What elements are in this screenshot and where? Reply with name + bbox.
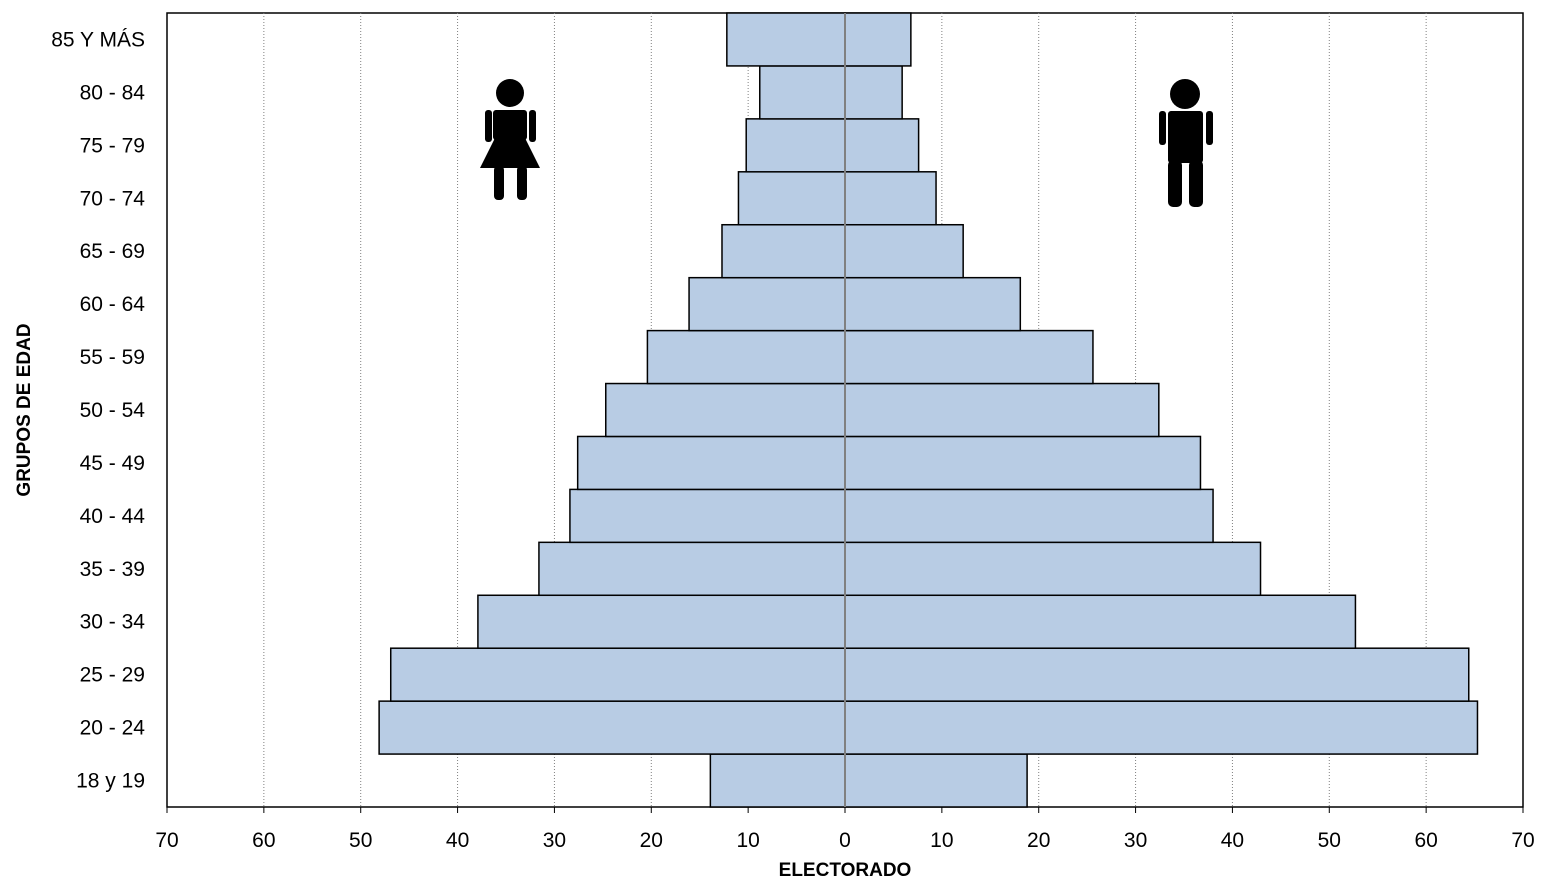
x-tick-label: 70 bbox=[1511, 829, 1534, 852]
y-tick-label: 20 - 24 bbox=[80, 717, 146, 740]
male-figure-icon bbox=[1159, 79, 1213, 207]
y-tick-label: 70 - 74 bbox=[80, 187, 146, 210]
bar-male bbox=[844, 382, 1160, 438]
x-tick-label: 70 bbox=[155, 829, 178, 852]
bar-female bbox=[759, 65, 846, 120]
bar-female bbox=[726, 12, 846, 67]
x-tick-label: 40 bbox=[446, 829, 469, 852]
bar-male bbox=[844, 700, 1479, 755]
bar-female bbox=[477, 594, 846, 649]
x-tick-label: 0 bbox=[839, 829, 851, 852]
x-tick-label: 20 bbox=[1027, 829, 1050, 852]
y-tick-label: 60 - 64 bbox=[80, 293, 146, 316]
bar-female bbox=[576, 435, 846, 491]
bar-female bbox=[709, 753, 846, 808]
x-tick-label: 40 bbox=[1221, 829, 1244, 852]
x-axis-title: ELECTORADO bbox=[779, 860, 912, 881]
bar-female bbox=[737, 171, 846, 226]
y-tick-label: 75 - 79 bbox=[80, 134, 145, 157]
y-tick-label: 30 - 34 bbox=[80, 611, 146, 634]
x-tick-label: 60 bbox=[1414, 829, 1437, 852]
bar-female bbox=[569, 488, 846, 544]
bar-male bbox=[844, 276, 1022, 332]
y-tick-label: 50 - 54 bbox=[80, 399, 146, 422]
bar-male bbox=[844, 435, 1202, 491]
bar-female bbox=[646, 329, 846, 385]
bar-male bbox=[844, 647, 1470, 702]
bar-male bbox=[844, 329, 1094, 385]
bar-female bbox=[688, 276, 846, 332]
x-tick-label: 30 bbox=[1124, 829, 1147, 852]
bar-female bbox=[721, 223, 846, 279]
bar-female bbox=[538, 541, 846, 597]
bar-male bbox=[844, 753, 1028, 808]
bar-female bbox=[745, 118, 846, 173]
x-tick-label: 10 bbox=[930, 829, 953, 852]
y-tick-label: 35 - 39 bbox=[80, 558, 145, 581]
x-tick-label: 20 bbox=[640, 829, 663, 852]
bar-male bbox=[844, 223, 964, 279]
bar-male bbox=[844, 541, 1262, 597]
bar-female bbox=[378, 700, 846, 755]
y-tick-label: 45 - 49 bbox=[80, 452, 145, 475]
bar-male bbox=[844, 65, 903, 120]
x-tick-label: 50 bbox=[349, 829, 372, 852]
y-axis-title: GRUPOS DE EDAD bbox=[14, 323, 35, 496]
y-tick-label: 25 - 29 bbox=[80, 664, 145, 687]
y-tick-label: 18 y 19 bbox=[76, 770, 145, 793]
bar-male bbox=[844, 12, 912, 67]
bar-female bbox=[605, 382, 846, 438]
y-tick-label: 55 - 59 bbox=[80, 346, 145, 369]
y-tick-labels: 18 y 19 20 - 24 25 - 29 30 - 34 35 - 39 40 - … bbox=[51, 28, 145, 792]
y-tick-label: 65 - 69 bbox=[80, 240, 145, 263]
x-tick-label: 10 bbox=[736, 829, 759, 852]
x-tick-labels: 70 60 50 40 30 20 10 0 10 20 30 40 50 60 70 bbox=[155, 807, 1535, 852]
x-tick-label: 60 bbox=[252, 829, 275, 852]
y-tick-label: 40 - 44 bbox=[80, 505, 146, 528]
bar-male bbox=[844, 118, 920, 173]
bars bbox=[378, 12, 1479, 808]
x-tick-label: 50 bbox=[1318, 829, 1341, 852]
y-tick-label: 85 Y MÁS bbox=[51, 28, 145, 51]
bar-male bbox=[844, 594, 1357, 649]
bar-male bbox=[844, 171, 937, 226]
bar-female bbox=[389, 647, 846, 702]
bar-male bbox=[844, 488, 1214, 544]
x-tick-label: 30 bbox=[543, 829, 566, 852]
y-tick-label: 80 - 84 bbox=[80, 81, 146, 104]
female-figure-icon bbox=[480, 79, 540, 200]
